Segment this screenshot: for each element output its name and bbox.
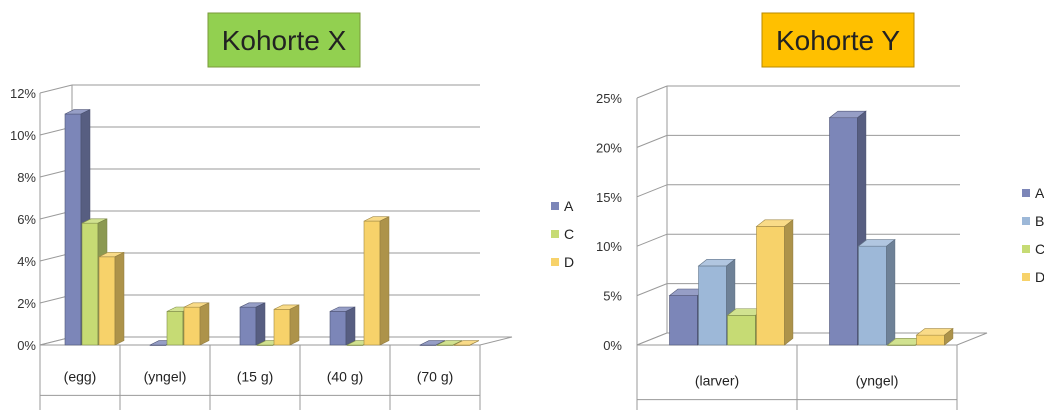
legend-item: D [1022,269,1044,285]
bar-a [329,306,356,346]
chart-kohorte-y: Kohorte Y 0% 5% 10% 15% 20% 25% (larver)13 uke… [596,12,1044,410]
legend-item: D [551,254,574,270]
bar-b [857,238,896,346]
bar-d [273,304,300,346]
gridline-side [39,84,73,94]
y-tick-label: 25% [596,91,622,106]
legend-swatch [1022,245,1030,253]
legend-swatch [551,258,559,266]
category-label: (egg) [64,368,97,384]
y-tick-label: 2% [17,296,36,311]
legend-swatch [1022,217,1030,225]
category-label: (15 g) [237,368,274,384]
bar-a [239,302,266,346]
y-tick-label: 15% [596,190,622,205]
legend-swatch [1022,189,1030,197]
legend-swatch [551,202,559,210]
legend-item: C [551,226,574,242]
category-label: (larver) [695,373,739,389]
legend-label: C [1035,241,1044,257]
y-tick-label: 20% [596,140,622,155]
category-label: (yngel) [856,373,899,389]
chart-title-box [207,12,361,68]
y-tick-label: 0% [17,338,36,353]
gridline-side [636,283,668,297]
bar-d [98,251,125,346]
y-tick-label: 12% [10,86,36,101]
chart-title: Kohorte Y [776,25,900,56]
category-label: (40 g) [327,368,364,384]
legend-item: B [1022,213,1044,229]
category-label: (70 g) [417,368,454,384]
gridline-side [636,134,668,148]
legend-swatch [551,230,559,238]
category-table: (larver)13 uker(yngel)24 uker [636,345,958,410]
bar-a [419,340,446,346]
chart-title: Kohorte X [222,25,347,56]
category-label: (yngel) [144,368,187,384]
y-tick-label: 10% [596,239,622,254]
gridline-side [636,184,668,198]
legend-swatch [1022,273,1030,281]
legend-label: C [564,226,574,242]
y-tick-label: 5% [603,289,622,304]
bar-d [363,216,390,346]
y-tick-label: 0% [603,338,622,353]
category-table: (egg)10 Uker(yngel)23 uker(15 g)39 uker(… [39,345,481,410]
legend-label: B [1035,213,1044,229]
gridline-side [636,85,668,99]
bar-d [183,302,210,346]
bar-d [755,219,794,346]
y-tick-label: 10% [10,128,36,143]
y-tick-label: 6% [17,212,36,227]
legend-label: D [564,254,574,270]
gridline-side [636,233,668,247]
y-tick-label: 4% [17,254,36,269]
chart-kohorte-x: Kohorte X 0% 2% 4% 6% 8% 10% 12% (egg)10 Uker(y… [10,12,574,410]
legend-label: A [1035,185,1044,201]
bar-c [436,340,463,346]
legend-label: D [1035,269,1044,285]
chart-title-box [761,12,915,68]
legend-item: A [551,198,574,214]
legend: ACD [551,198,574,270]
bar-d [453,340,480,346]
legend-item: A [1022,185,1044,201]
legend-label: A [564,198,574,214]
y-tick-label: 8% [17,170,36,185]
bar-d [915,327,954,346]
legend-item: C [1022,241,1044,257]
